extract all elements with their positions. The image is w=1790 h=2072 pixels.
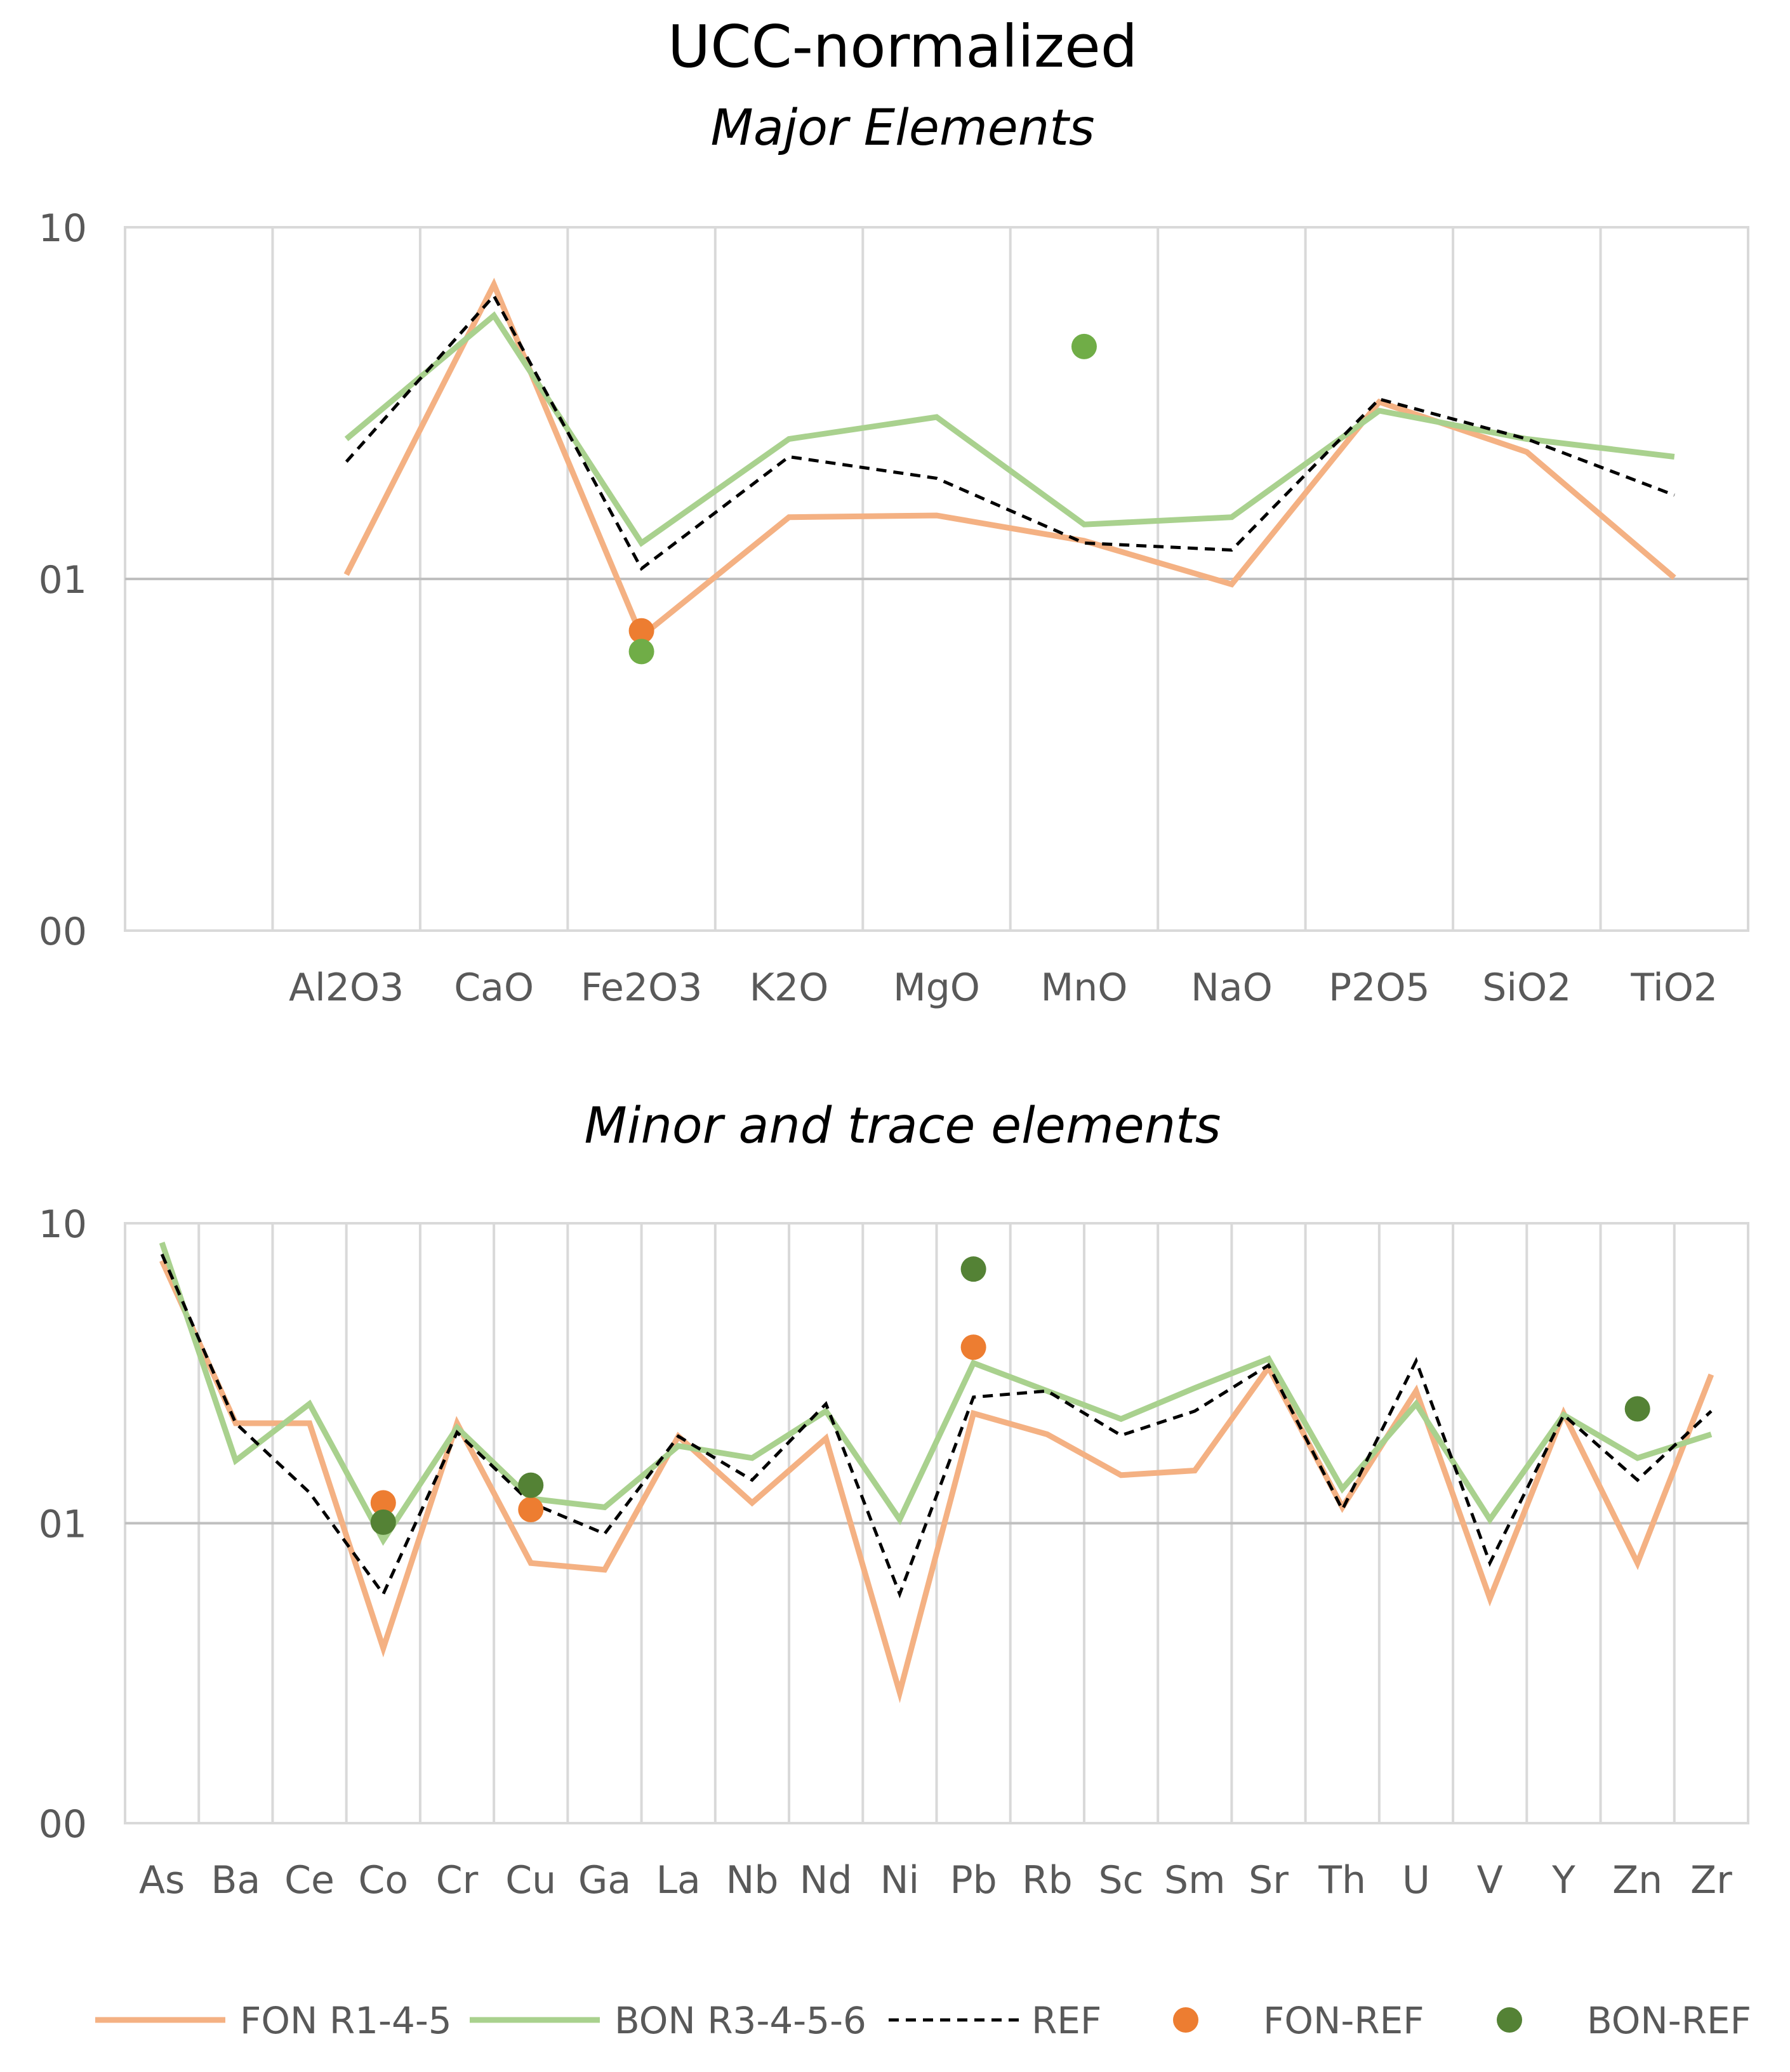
trace-series-ref xyxy=(160,1253,1713,1599)
trace-x-tick-label-zr: Zr xyxy=(1690,1858,1732,1903)
trace-x-tick-label-cr: Cr xyxy=(436,1858,479,1903)
legend-fon-ref-marker xyxy=(1173,2007,1198,2033)
major-x-tick-label-p2o5: P2O5 xyxy=(1329,966,1430,1010)
trace-elements-chart: 10 01 00 As Ba Ce Co Cr Cu Ga La Nb Nd Ni Pb Rb Sc Sm Sr Th… xyxy=(39,1202,1749,1903)
major-x-tick-label-fe2o3: Fe2O3 xyxy=(581,966,703,1010)
major-series-ref xyxy=(345,293,1675,571)
trace-x-tick-label-co: Co xyxy=(358,1858,408,1903)
trace-x-tick-label-th: Th xyxy=(1318,1858,1366,1903)
trace-x-tick-label-nd: Nd xyxy=(800,1858,852,1903)
trace-x-tick-label-v: V xyxy=(1477,1858,1503,1903)
trace-x-tick-label-as: As xyxy=(139,1858,185,1903)
major-bon-ref-point-fe2o3 xyxy=(628,639,654,665)
trace-x-tick-label-zn: Zn xyxy=(1612,1858,1662,1903)
trace-fon-ref-point-pb xyxy=(960,1334,986,1360)
trace-x-tick-label-sr: Sr xyxy=(1249,1858,1289,1903)
major-y-tick-label: 00 xyxy=(39,910,87,954)
trace-x-tick-label-y: Y xyxy=(1551,1858,1575,1903)
trace-y-tick-label: 01 xyxy=(39,1503,87,1547)
major-series-bon-r3-4-5-6 xyxy=(344,311,1675,547)
major-x-tick-label-sio2: SiO2 xyxy=(1482,966,1571,1010)
major-elements-chart: 10 01 00 Al2O3 CaO Fe2O3 K2O MgO MnO NaO P2O5 SiO2 T… xyxy=(39,206,1749,1010)
figure-title: UCC-normalized xyxy=(668,13,1137,81)
trace-x-tick-label-ga: Ga xyxy=(578,1858,631,1903)
major-x-tick-label-cao: CaO xyxy=(454,966,534,1010)
trace-x-tick-label-la: La xyxy=(656,1858,701,1903)
trace-x-tick-label-pb: Pb xyxy=(950,1858,997,1903)
trace-x-tick-label-cu: Cu xyxy=(505,1858,556,1903)
major-y-tick-label: 10 xyxy=(39,206,87,251)
trace-x-tick-label-rb: Rb xyxy=(1022,1858,1073,1903)
trace-x-tick-label-u: U xyxy=(1402,1858,1430,1903)
major-x-tick-label-nao: NaO xyxy=(1191,966,1273,1010)
legend-bon-r3-4-5-6-label: BON R3-4-5-6 xyxy=(614,1999,866,2042)
trace-x-tick-label-sc: Sc xyxy=(1099,1858,1144,1903)
major-chart-title: Major Elements xyxy=(711,100,1095,157)
trace-bon-ref-point-cu xyxy=(518,1472,544,1498)
legend: FON R1-4-5 BON R3-4-5-6 REF FON-REF BON-REF xyxy=(95,1999,1751,2042)
major-y-tick-label: 01 xyxy=(39,558,87,602)
legend-fon-ref-label: FON-REF xyxy=(1263,1999,1424,2042)
legend-bon-ref-marker xyxy=(1497,2007,1522,2033)
trace-bon-ref-point-zn xyxy=(1624,1396,1650,1422)
trace-x-tick-label-ba: Ba xyxy=(211,1858,260,1903)
trace-bon-ref-point-pb xyxy=(960,1256,986,1282)
legend-bon-ref-label: BON-REF xyxy=(1587,1999,1751,2042)
trace-x-tick-label-ni: Ni xyxy=(880,1858,920,1903)
major-x-tick-label-k2o: K2O xyxy=(750,966,829,1010)
legend-ref-label: REF xyxy=(1031,1999,1101,2042)
trace-x-tick-label-ce: Ce xyxy=(284,1858,335,1903)
trace-fon-ref-point-cu xyxy=(518,1497,544,1523)
major-x-tick-label-tio2: TiO2 xyxy=(1630,966,1718,1010)
major-bon-ref-point-mno xyxy=(1071,333,1097,359)
trace-x-tick-label-nb: Nb xyxy=(726,1858,778,1903)
trace-bon-ref-point-co xyxy=(370,1509,396,1535)
legend-fon-r1-4-5-label: FON R1-4-5 xyxy=(240,1999,452,2042)
trace-y-tick-label: 10 xyxy=(39,1202,87,1247)
trace-chart-title: Minor and trace elements xyxy=(585,1098,1221,1155)
major-x-tick-label-mgo: MgO xyxy=(893,966,980,1010)
trace-series-bon-r3-4-5-6 xyxy=(159,1242,1713,1546)
major-fon-ref-point-fe2o3 xyxy=(628,618,654,644)
trace-series-fon-r1-4-5 xyxy=(159,1259,1714,1704)
trace-y-tick-label: 00 xyxy=(39,1802,87,1847)
trace-fon-ref-point-co xyxy=(370,1490,396,1516)
major-x-tick-label-mno: MnO xyxy=(1040,966,1127,1010)
trace-x-tick-label-sm: Sm xyxy=(1164,1858,1226,1903)
major-x-tick-label-al2o3: Al2O3 xyxy=(289,966,404,1010)
